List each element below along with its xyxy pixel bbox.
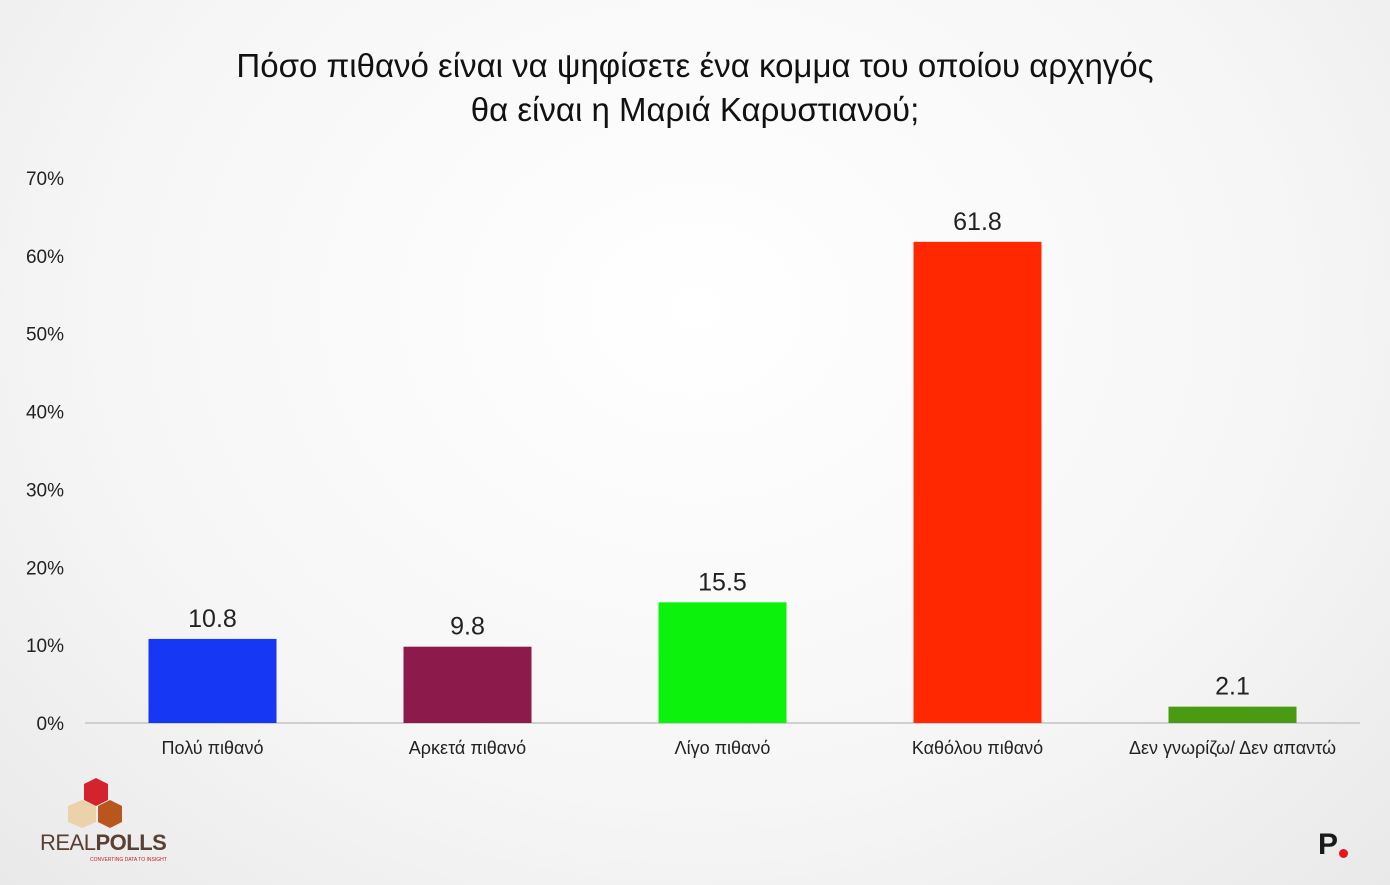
- y-tick-label: 10%: [26, 636, 64, 657]
- title-line-2: θα είναι η Μαριά Καρυστιανού;: [470, 91, 920, 128]
- y-tick-label: 0%: [37, 714, 65, 735]
- bar: [148, 638, 277, 723]
- title-line-1: Πόσο πιθανό είναι να ψηφίσετε ένα κομμα …: [236, 47, 1154, 84]
- bar: [1168, 706, 1297, 723]
- data-label: 9.8: [450, 613, 485, 641]
- data-label: 2.1: [1215, 673, 1250, 701]
- data-label: 61.8: [953, 208, 1002, 236]
- realpolls-wordmark: REALPOLLS: [40, 830, 167, 855]
- data-label: 15.5: [698, 568, 747, 596]
- x-tick-label: Λίγο πιθανό: [675, 738, 771, 758]
- publisher-logo: P: [1318, 828, 1339, 861]
- x-tick-label: Πολύ πιθανό: [162, 738, 264, 758]
- y-tick-label: 40%: [26, 403, 64, 424]
- x-tick-label: Αρκετά πιθανό: [409, 738, 526, 758]
- y-tick-label: 70%: [26, 169, 64, 190]
- bar: [913, 241, 1042, 724]
- y-tick-label: 30%: [26, 480, 64, 501]
- y-tick-label: 60%: [26, 247, 64, 268]
- y-tick-label: 20%: [26, 558, 64, 579]
- x-tick-label: Δεν γνωρίζω/ Δεν απαντώ: [1129, 738, 1336, 758]
- realpolls-tagline: CONVERTING DATA TO INSIGHT: [90, 857, 167, 863]
- y-tick-label: 50%: [26, 325, 64, 346]
- bar: [658, 602, 787, 723]
- realpolls-logo-icon: [68, 778, 122, 828]
- data-label: 10.8: [188, 605, 237, 633]
- chart-title: Πόσο πιθανό είναι να ψηφίσετε ένα κομμα …: [0, 44, 1390, 132]
- x-tick-label: Καθόλου πιθανό: [912, 738, 1043, 758]
- bar: [403, 646, 532, 723]
- publisher-logo-dot: [1339, 849, 1348, 858]
